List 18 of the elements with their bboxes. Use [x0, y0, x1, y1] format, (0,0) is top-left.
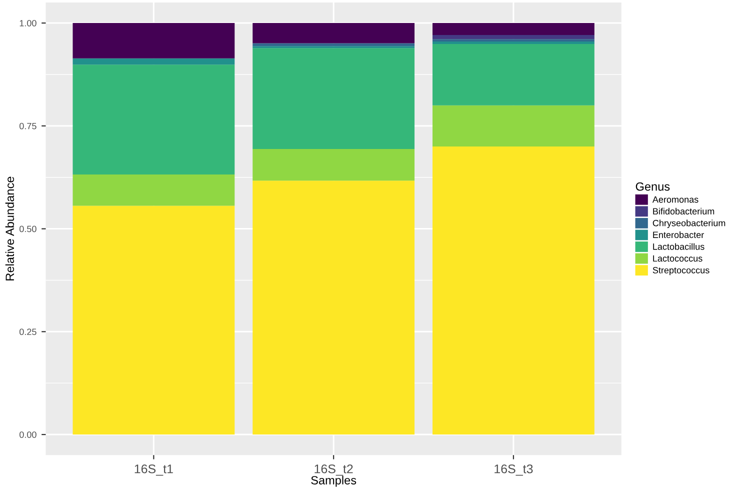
x-tick-label: 16S_t1 [134, 464, 173, 476]
y-tick-label: 1.00 [20, 20, 36, 26]
legend-label: Streptococcus [652, 267, 710, 276]
y-tick-label: 0.75 [20, 122, 36, 130]
legend-label: Enterobacter [653, 231, 704, 238]
x-axis-title: Samples [311, 476, 356, 487]
legend-title: Genus [636, 182, 670, 191]
x-tick-label: 16S_t2 [314, 464, 353, 476]
y-axis-title: Relative Abundance [5, 176, 14, 280]
legend-label: Chryseobacterium [652, 220, 726, 228]
x-tick-label: 16S_t3 [494, 464, 533, 476]
legend-label: Bifidobacterium [653, 208, 714, 214]
y-tick-label: 0.00 [20, 431, 36, 438]
legend-label: Aeromonas [652, 196, 698, 203]
legend-label: Lactococcus [653, 255, 702, 262]
legend-label: Lactobacillus [653, 243, 704, 250]
y-tick-label: 0.50 [20, 226, 36, 232]
y-tick-label: 0.25 [20, 328, 36, 336]
